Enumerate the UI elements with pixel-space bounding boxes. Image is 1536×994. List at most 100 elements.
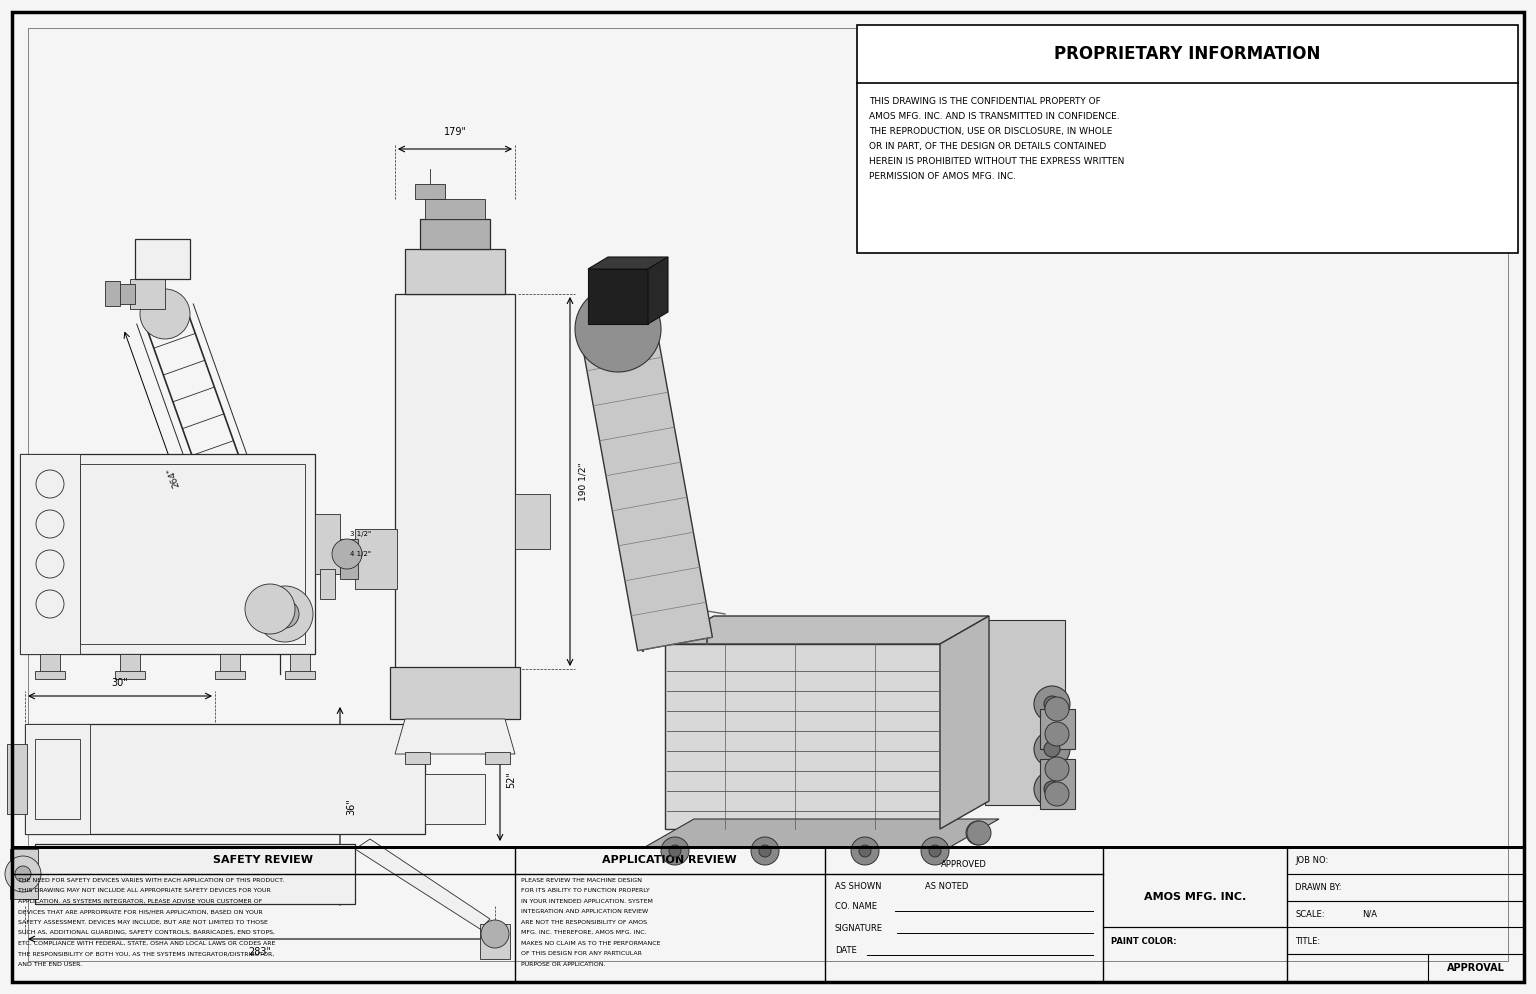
Text: THE REPRODUCTION, USE OR DISCLOSURE, IN WHOLE: THE REPRODUCTION, USE OR DISCLOSURE, IN … — [869, 126, 1112, 135]
Text: THIS DRAWING IS THE CONFIDENTIAL PROPERTY OF: THIS DRAWING IS THE CONFIDENTIAL PROPERT… — [869, 96, 1101, 105]
Circle shape — [270, 600, 300, 628]
Bar — [355, 529, 396, 589]
Circle shape — [670, 845, 680, 857]
Bar — [80, 464, 306, 644]
Polygon shape — [588, 269, 648, 324]
Text: 283": 283" — [249, 947, 272, 957]
Text: PERMISSION OF AMOS MFG. INC.: PERMISSION OF AMOS MFG. INC. — [869, 172, 1017, 181]
Text: APPLICATION. AS SYSTEMS INTEGRATOR, PLEASE ADVISE YOUR CUSTOMER OF: APPLICATION. AS SYSTEMS INTEGRATOR, PLEA… — [18, 899, 263, 904]
Bar — [35, 671, 65, 679]
Circle shape — [660, 837, 690, 865]
Bar — [131, 279, 164, 309]
Text: 52": 52" — [505, 770, 516, 787]
Bar — [115, 284, 135, 304]
Text: APPROVAL: APPROVAL — [1447, 963, 1505, 973]
Text: IN YOUR INTENDED APPLICATION. SYSTEM: IN YOUR INTENDED APPLICATION. SYSTEM — [521, 899, 653, 904]
Bar — [20, 454, 80, 654]
Circle shape — [859, 845, 871, 857]
Polygon shape — [425, 774, 485, 824]
Circle shape — [1034, 686, 1071, 722]
Text: 190 1/2": 190 1/2" — [578, 462, 587, 501]
Circle shape — [929, 845, 942, 857]
Text: DATE: DATE — [836, 945, 857, 955]
Text: SIGNATURE: SIGNATURE — [836, 923, 883, 933]
Bar — [220, 654, 240, 672]
Text: 4 1/2": 4 1/2" — [350, 551, 372, 557]
Bar — [40, 654, 60, 672]
Circle shape — [1034, 771, 1071, 807]
Bar — [315, 514, 339, 574]
Text: AND THE END USER.: AND THE END USER. — [18, 962, 81, 967]
Polygon shape — [665, 616, 989, 644]
Bar — [857, 25, 1518, 253]
Bar — [115, 671, 144, 679]
Text: THIS DRAWING MAY NOT INCLUDE ALL APPROPRIATE SAFETY DEVICES FOR YOUR: THIS DRAWING MAY NOT INCLUDE ALL APPROPR… — [18, 889, 270, 894]
Circle shape — [574, 286, 660, 372]
Text: THE RESPONSIBILITY OF BOTH YOU, AS THE SYSTEMS INTEGRATOR/DISTRIBUTOR,: THE RESPONSIBILITY OF BOTH YOU, AS THE S… — [18, 951, 275, 956]
Circle shape — [1044, 757, 1069, 781]
Text: 3 1/2": 3 1/2" — [350, 531, 372, 537]
Circle shape — [1044, 781, 1060, 797]
Polygon shape — [355, 839, 490, 929]
Circle shape — [922, 837, 949, 865]
Bar — [25, 724, 425, 834]
Text: AS NOTED: AS NOTED — [925, 882, 968, 892]
Text: TITLE:: TITLE: — [1295, 936, 1321, 946]
Bar — [8, 744, 28, 814]
Polygon shape — [648, 257, 668, 324]
Circle shape — [5, 856, 41, 892]
Polygon shape — [588, 257, 668, 269]
Circle shape — [851, 837, 879, 865]
Bar — [406, 752, 430, 764]
Text: N/A: N/A — [1362, 910, 1378, 919]
Text: PLEASE REVIEW THE MACHINE DESIGN: PLEASE REVIEW THE MACHINE DESIGN — [521, 878, 642, 883]
Bar — [319, 569, 335, 599]
Circle shape — [1034, 731, 1071, 767]
Bar — [104, 281, 120, 306]
Text: JOB NO:: JOB NO: — [1295, 856, 1329, 866]
Text: DEVICES THAT ARE APPROPRIATE FOR HIS/HER APPLICATION, BASED ON YOUR: DEVICES THAT ARE APPROPRIATE FOR HIS/HER… — [18, 910, 263, 914]
Bar — [985, 620, 1064, 805]
Text: ETC. COMPLIANCE WITH FEDERAL, STATE, OSHA AND LOCAL LAWS OR CODES ARE: ETC. COMPLIANCE WITH FEDERAL, STATE, OSH… — [18, 940, 275, 945]
Text: MAKES NO CLAIM AS TO THE PERFORMANCE: MAKES NO CLAIM AS TO THE PERFORMANCE — [521, 940, 660, 945]
Text: SAFETY REVIEW: SAFETY REVIEW — [214, 855, 313, 866]
Circle shape — [966, 821, 991, 845]
Text: MFG. INC. THEREFORE, AMOS MFG. INC.: MFG. INC. THEREFORE, AMOS MFG. INC. — [521, 930, 647, 935]
Text: CO. NAME: CO. NAME — [836, 902, 877, 911]
Bar — [35, 844, 355, 904]
Text: AS SHOWN: AS SHOWN — [836, 882, 882, 892]
Text: APPLICATION REVIEW: APPLICATION REVIEW — [602, 855, 737, 866]
Polygon shape — [645, 819, 998, 847]
Text: OR IN PART, OF THE DESIGN OR DETAILS CONTAINED: OR IN PART, OF THE DESIGN OR DETAILS CON… — [869, 141, 1106, 150]
Circle shape — [332, 539, 362, 569]
Circle shape — [759, 845, 771, 857]
Text: OF THIS DESIGN FOR ANY PARTICULAR: OF THIS DESIGN FOR ANY PARTICULAR — [521, 951, 642, 956]
Text: 36": 36" — [346, 798, 356, 815]
Text: SUCH AS, ADDITIONAL GUARDING, SAFETY CONTROLS, BARRICADES, END STOPS,: SUCH AS, ADDITIONAL GUARDING, SAFETY CON… — [18, 930, 275, 935]
Bar — [135, 239, 190, 279]
Text: SCALE:: SCALE: — [1295, 910, 1324, 919]
Circle shape — [246, 584, 295, 634]
Text: FOR ITS ABILITY TO FUNCTION PROPERLY: FOR ITS ABILITY TO FUNCTION PROPERLY — [521, 889, 650, 894]
Text: DRAWN BY:: DRAWN BY: — [1295, 883, 1341, 893]
Bar — [390, 667, 521, 719]
Text: INTEGRATION AND APPLICATION REVIEW: INTEGRATION AND APPLICATION REVIEW — [521, 910, 648, 914]
Circle shape — [15, 866, 31, 882]
Text: THE NEED FOR SAFETY DEVICES VARIES WITH EACH APPLICATION OF THIS PRODUCT.: THE NEED FOR SAFETY DEVICES VARIES WITH … — [18, 878, 284, 883]
Circle shape — [257, 586, 313, 642]
Circle shape — [1044, 722, 1069, 746]
Bar — [1040, 709, 1075, 749]
Circle shape — [751, 837, 779, 865]
Bar — [286, 671, 315, 679]
Bar — [339, 539, 358, 579]
Polygon shape — [395, 719, 515, 754]
Text: APPROVED: APPROVED — [942, 860, 986, 870]
Circle shape — [968, 821, 991, 845]
Text: 179": 179" — [444, 127, 467, 137]
Circle shape — [140, 289, 190, 339]
Bar — [215, 671, 246, 679]
Text: HEREIN IS PROHIBITED WITHOUT THE EXPRESS WRITTEN: HEREIN IS PROHIBITED WITHOUT THE EXPRESS… — [869, 156, 1124, 166]
Circle shape — [1044, 741, 1060, 757]
Bar — [479, 924, 510, 959]
Bar — [485, 752, 510, 764]
